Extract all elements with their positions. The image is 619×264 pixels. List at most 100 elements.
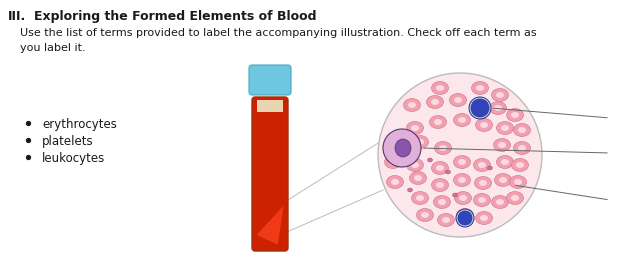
Ellipse shape	[433, 196, 451, 209]
Ellipse shape	[416, 195, 424, 201]
Ellipse shape	[516, 162, 524, 168]
Ellipse shape	[511, 158, 529, 172]
Ellipse shape	[436, 182, 444, 188]
Ellipse shape	[434, 119, 442, 125]
Ellipse shape	[412, 135, 428, 148]
FancyBboxPatch shape	[252, 97, 288, 251]
Ellipse shape	[474, 194, 490, 206]
Circle shape	[456, 209, 474, 227]
Circle shape	[469, 97, 491, 119]
Ellipse shape	[458, 177, 466, 183]
Ellipse shape	[518, 145, 526, 151]
Ellipse shape	[479, 180, 487, 186]
Ellipse shape	[411, 162, 419, 168]
Ellipse shape	[474, 103, 482, 109]
Ellipse shape	[480, 215, 488, 221]
Circle shape	[383, 129, 421, 167]
Ellipse shape	[426, 96, 443, 109]
Ellipse shape	[461, 212, 469, 218]
Ellipse shape	[430, 116, 446, 129]
Ellipse shape	[496, 121, 514, 134]
Ellipse shape	[436, 85, 444, 91]
FancyBboxPatch shape	[257, 76, 283, 88]
Ellipse shape	[438, 199, 446, 205]
Ellipse shape	[495, 173, 511, 186]
Ellipse shape	[454, 114, 470, 126]
Ellipse shape	[499, 177, 507, 183]
Ellipse shape	[414, 175, 422, 181]
Ellipse shape	[452, 193, 457, 197]
Text: erythrocytes: erythrocytes	[42, 118, 117, 131]
Ellipse shape	[404, 98, 420, 111]
Ellipse shape	[514, 142, 530, 154]
Ellipse shape	[435, 142, 451, 154]
Ellipse shape	[442, 217, 450, 223]
Ellipse shape	[446, 170, 451, 174]
Ellipse shape	[506, 109, 524, 121]
Ellipse shape	[506, 191, 524, 205]
Ellipse shape	[493, 139, 511, 152]
Ellipse shape	[431, 82, 449, 95]
Ellipse shape	[490, 101, 506, 115]
Ellipse shape	[478, 162, 486, 168]
Ellipse shape	[439, 145, 447, 151]
Ellipse shape	[501, 159, 509, 165]
Ellipse shape	[475, 211, 493, 224]
Circle shape	[471, 99, 489, 117]
Ellipse shape	[431, 99, 439, 105]
Ellipse shape	[511, 195, 519, 201]
Ellipse shape	[480, 122, 488, 128]
Ellipse shape	[496, 199, 504, 205]
Ellipse shape	[454, 191, 472, 205]
Ellipse shape	[475, 119, 493, 131]
Ellipse shape	[410, 172, 426, 185]
Ellipse shape	[431, 162, 449, 175]
Ellipse shape	[421, 212, 429, 218]
Ellipse shape	[391, 179, 399, 185]
Ellipse shape	[412, 191, 428, 205]
Ellipse shape	[458, 159, 466, 165]
Ellipse shape	[518, 127, 526, 133]
Ellipse shape	[478, 197, 486, 203]
Ellipse shape	[509, 176, 527, 188]
Ellipse shape	[408, 102, 416, 108]
Ellipse shape	[407, 158, 423, 172]
Ellipse shape	[491, 196, 508, 209]
Circle shape	[378, 73, 542, 237]
Polygon shape	[256, 205, 284, 245]
Ellipse shape	[417, 209, 433, 221]
Ellipse shape	[514, 179, 522, 185]
FancyBboxPatch shape	[257, 100, 283, 112]
Ellipse shape	[514, 124, 530, 136]
Ellipse shape	[496, 155, 514, 168]
Text: Exploring the Formed Elements of Blood: Exploring the Formed Elements of Blood	[34, 10, 316, 23]
Ellipse shape	[494, 105, 502, 111]
Ellipse shape	[498, 142, 506, 148]
Ellipse shape	[389, 159, 397, 165]
Text: leukocytes: leukocytes	[42, 152, 105, 165]
Ellipse shape	[449, 93, 467, 106]
Ellipse shape	[438, 214, 454, 227]
Ellipse shape	[476, 85, 484, 91]
Ellipse shape	[411, 125, 419, 131]
Ellipse shape	[431, 178, 449, 191]
Ellipse shape	[407, 188, 412, 192]
Ellipse shape	[458, 117, 466, 123]
Ellipse shape	[386, 176, 404, 188]
Ellipse shape	[474, 158, 490, 172]
FancyBboxPatch shape	[249, 65, 291, 95]
Ellipse shape	[394, 142, 402, 148]
Ellipse shape	[428, 158, 433, 162]
Ellipse shape	[491, 88, 508, 101]
Ellipse shape	[454, 155, 470, 168]
Text: platelets: platelets	[42, 135, 93, 148]
Ellipse shape	[395, 139, 411, 157]
Ellipse shape	[488, 166, 493, 170]
Ellipse shape	[456, 209, 474, 221]
Text: III.: III.	[8, 10, 26, 23]
Ellipse shape	[475, 177, 491, 190]
Ellipse shape	[454, 173, 470, 186]
Ellipse shape	[407, 121, 423, 134]
Ellipse shape	[469, 100, 487, 112]
Ellipse shape	[416, 139, 424, 145]
